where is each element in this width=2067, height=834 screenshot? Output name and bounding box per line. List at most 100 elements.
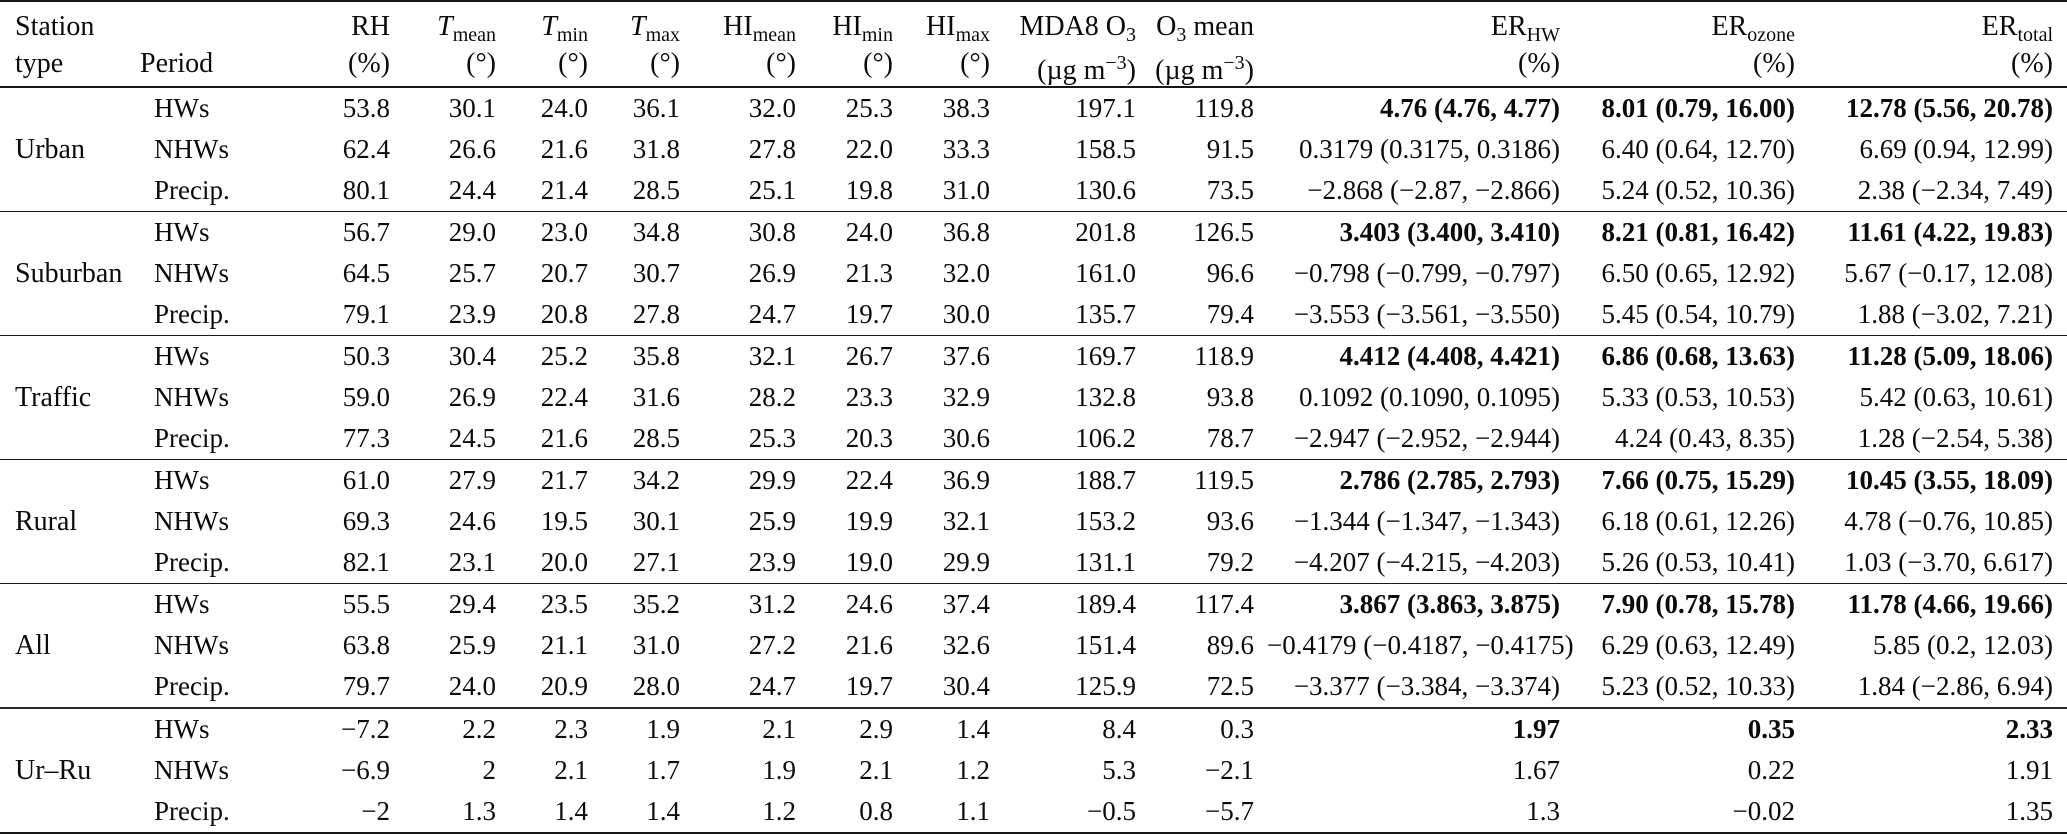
table-row: All HWs 55.5 29.4 23.5 35.2 31.2 24.6 37.4 189.4 1…: [0, 583, 2067, 661]
cell-t-mean: 24.6: [448, 506, 496, 536]
cell-er-hw: 4.412 (4.408, 4.421): [1339, 341, 1560, 371]
cell-rh: 53.8: [342, 93, 390, 123]
cell-t-min: 21.6: [540, 423, 588, 453]
cell-rh: −6.9: [341, 755, 390, 785]
cell-o3-mean: 72.5: [1206, 671, 1254, 701]
cell-er-total: 1.03 (−3.70, 6.617): [1844, 547, 2053, 577]
cell-hi-max: 1.4: [956, 714, 990, 744]
cell-hi-mean: 28.2: [748, 382, 796, 412]
cell-t-max: 28.5: [632, 423, 680, 453]
cell-hi-min: 19.0: [845, 547, 893, 577]
cell-er-hw: 1.97: [1512, 714, 1560, 744]
cell-hi-mean: 25.9: [748, 506, 796, 536]
col-header-period: Period: [140, 1, 290, 87]
cell-t-mean: 23.1: [448, 547, 496, 577]
cell-t-max: 1.7: [646, 755, 680, 785]
cell-o3-mean: 118.9: [1194, 341, 1254, 371]
cell-t-mean: 24.5: [448, 423, 496, 453]
cell-t-max: 27.8: [632, 299, 680, 329]
cell-hi-mean: 24.7: [748, 671, 796, 701]
cell-rh: 77.3: [342, 423, 390, 453]
cell-t-max: 1.4: [646, 796, 680, 826]
cell-rh: 82.1: [342, 547, 390, 577]
cell-o3-mean: 126.5: [1193, 217, 1254, 247]
cell-er-total: 5.42 (0.63, 10.61): [1859, 382, 2053, 412]
station-type-cell: Rural: [15, 506, 78, 537]
cell-rh: 61.0: [342, 465, 390, 495]
cell-rh: −7.2: [341, 714, 390, 744]
period-cell: Precip.: [154, 671, 230, 701]
cell-t-min: 22.4: [540, 382, 588, 412]
cell-hi-min: 19.7: [845, 671, 893, 701]
cell-mda8-o3: 130.6: [1075, 175, 1136, 205]
cell-mda8-o3: 169.7: [1075, 341, 1136, 371]
col-header-t-mean: Tmean (°): [437, 11, 496, 79]
cell-er-hw: −0.798 (−0.799, −0.797): [1293, 258, 1560, 288]
period-cell: HWs: [154, 589, 210, 619]
cell-t-max: 30.1: [632, 506, 680, 536]
col-header-t-min: Tmin (°): [541, 11, 588, 79]
cell-er-hw: 3.867 (3.863, 3.875): [1339, 589, 1560, 619]
cell-er-ozone: 7.90 (0.78, 15.78): [1601, 589, 1795, 619]
cell-er-total: 4.78 (−0.76, 10.85): [1844, 506, 2053, 536]
cell-t-min: 21.1: [540, 630, 588, 660]
col-header-o3-mean: O3 mean (µg m−3): [1155, 11, 1254, 86]
cell-er-total: 2.38 (−2.34, 7.49): [1857, 175, 2053, 205]
cell-hi-min: 24.6: [845, 589, 893, 619]
cell-hi-min: 19.8: [845, 175, 893, 205]
cell-t-min: 25.2: [540, 341, 588, 371]
cell-mda8-o3: 125.9: [1075, 671, 1136, 701]
station-type-cell: Suburban: [15, 258, 123, 289]
col-header-er-hw: ERHW (%): [1490, 11, 1560, 79]
cell-t-max: 31.8: [632, 134, 680, 164]
cell-er-hw: −2.868 (−2.87, −2.866): [1307, 175, 1560, 205]
cell-o3-mean: 119.5: [1194, 465, 1254, 495]
cell-o3-mean: −5.7: [1205, 796, 1254, 826]
col-header-hi-min: HImin (°): [832, 11, 893, 79]
cell-hi-mean: 27.8: [748, 134, 796, 164]
cell-er-hw: −3.377 (−3.384, −3.374): [1293, 671, 1560, 701]
period-cell: NHWs: [154, 258, 229, 288]
col-header-station-type: Station type: [0, 1, 140, 87]
cell-t-mean: 2.2: [462, 714, 496, 744]
cell-hi-mean: 32.0: [748, 93, 796, 123]
cell-mda8-o3: 132.8: [1075, 382, 1136, 412]
table-row: NHWs 59.0 26.9 22.4 31.6 28.2 23.3 32.9 132.8 93.…: [0, 377, 2067, 418]
cell-t-min: 20.9: [540, 671, 588, 701]
cell-o3-mean: 93.6: [1206, 506, 1254, 536]
cell-t-max: 1.9: [646, 714, 680, 744]
cell-t-max: 28.0: [632, 671, 680, 701]
table-row: NHWs 63.8 25.9 21.1 31.0 27.2 21.6 32.6 151.4 89.…: [0, 625, 2067, 666]
cell-hi-max: 32.6: [942, 630, 990, 660]
cell-er-ozone: 5.26 (0.53, 10.41): [1601, 547, 1795, 577]
station-type-cell: Traffic: [15, 382, 92, 413]
cell-t-min: 2.1: [554, 755, 588, 785]
cell-o3-mean: 91.5: [1206, 134, 1254, 164]
cell-mda8-o3: 8.4: [1102, 714, 1136, 744]
cell-er-ozone: 5.33 (0.53, 10.53): [1601, 382, 1795, 412]
col-header-mda8-o3: MDA8 O3 (µg m−3): [1019, 11, 1136, 86]
cell-hi-mean: 31.2: [748, 589, 796, 619]
cell-mda8-o3: 135.7: [1075, 299, 1136, 329]
cell-o3-mean: 78.7: [1206, 423, 1254, 453]
cell-rh: 79.7: [342, 671, 390, 701]
table-row: Urban HWs 53.8 30.1 24.0 36.1 32.0 25.3 38.3 197.…: [0, 87, 2067, 165]
cell-t-mean: 1.3: [462, 796, 496, 826]
col-header-t-max: Tmax (°): [629, 11, 680, 79]
col-header-rh: RH (%): [348, 11, 390, 79]
table-row: Traffic HWs 50.3 30.4 25.2 35.8 32.1 26.7 37.6 16…: [0, 335, 2067, 413]
cell-hi-mean: 32.1: [748, 341, 796, 371]
cell-t-min: 20.0: [540, 547, 588, 577]
cell-t-min: 21.4: [540, 175, 588, 205]
cell-hi-max: 37.4: [942, 589, 990, 619]
cell-t-max: 36.1: [632, 93, 680, 123]
station-type-cell: Ur–Ru: [15, 755, 92, 786]
cell-er-ozone: 6.29 (0.63, 12.49): [1601, 630, 1795, 660]
cell-er-ozone: 0.22: [1747, 755, 1795, 785]
cell-mda8-o3: 131.1: [1075, 547, 1136, 577]
period-cell: Precip.: [154, 796, 230, 826]
cell-hi-mean: 25.3: [748, 423, 796, 453]
cell-hi-max: 36.8: [942, 217, 990, 247]
cell-er-total: 1.28 (−2.54, 5.38): [1857, 423, 2053, 453]
table-row: Precip. 79.7 24.0 20.9 28.0 24.7 19.7 30.4 125.9…: [0, 666, 2067, 708]
